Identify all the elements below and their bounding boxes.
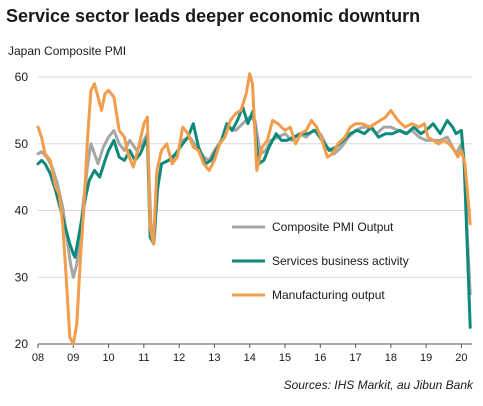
x-tick-label: 10 (102, 352, 114, 364)
x-tick-label: 14 (244, 352, 256, 364)
legend-label: Manufacturing output (272, 288, 385, 302)
series-lines (36, 72, 472, 346)
legend-label: Composite PMI Output (272, 220, 394, 234)
x-tick-label: 16 (314, 352, 326, 364)
x-tick-label: 13 (208, 352, 220, 364)
chart-title: Service sector leads deeper economic dow… (6, 6, 421, 26)
y-tick-label: 40 (15, 204, 29, 218)
y-tick-labels: 20 30 40 50 60 (15, 70, 29, 351)
y-tick-label: 30 (15, 270, 29, 284)
x-tick-label: 19 (420, 352, 432, 364)
y-tick-label: 50 (15, 137, 29, 151)
y-tick-label: 20 (15, 337, 29, 351)
x-axis: 08 09 10 11 12 13 14 15 16 17 18 19 20 (32, 343, 472, 364)
y-tick-label: 60 (15, 70, 29, 84)
x-tick-label: 08 (32, 352, 44, 364)
legend-label: Services business activity (272, 254, 409, 268)
x-tick-label: 18 (385, 352, 397, 364)
x-tick-label: 20 (455, 352, 467, 364)
x-tick-label: 12 (173, 352, 185, 364)
x-tick-label: 15 (279, 352, 291, 364)
source-note: Sources: IHS Markit, au Jibun Bank (283, 378, 473, 392)
legend: Composite PMI Output Services business ac… (232, 220, 409, 302)
x-tick-label: 11 (138, 352, 149, 364)
x-tick-label: 09 (67, 352, 79, 364)
y-axis-label: Japan Composite PMI (8, 44, 127, 58)
x-tick-label: 17 (349, 352, 361, 364)
series-line (36, 72, 472, 346)
